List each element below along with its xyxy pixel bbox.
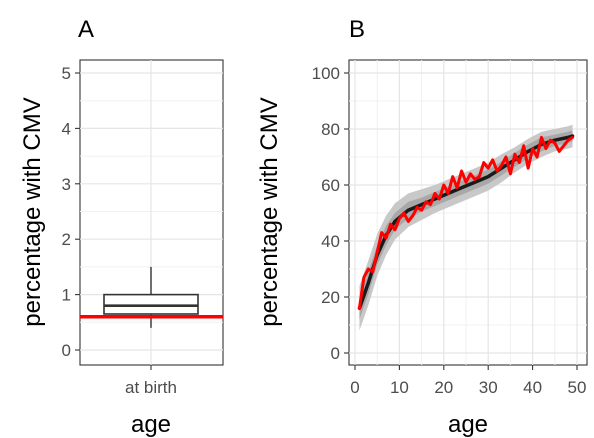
panel-b-x-tick-label: 0	[350, 378, 359, 397]
panel-a-boxplot	[80, 266, 223, 328]
observed-line	[357, 135, 575, 310]
panel-b-x-tick-label: 50	[568, 378, 587, 397]
panel-a-y-tick-label: 5	[62, 64, 71, 83]
panel-b-x-tick-label: 40	[523, 378, 542, 397]
panel-b-x-axis-title: age	[448, 411, 488, 438]
box-iqr	[103, 293, 199, 315]
panel-b-x-tick-label: 10	[390, 378, 409, 397]
panel-b-ticks: 0 20 40 60 80 100 0 10 20 30 40 50	[312, 64, 587, 397]
panel-a-x-axis-title: age	[131, 411, 171, 438]
panel-a-y-tick-label: 0	[62, 341, 71, 360]
panel-a-y-tick-label: 1	[62, 286, 71, 305]
panel-b-y-tick-label: 40	[321, 232, 340, 251]
panel-b-y-tick-label: 80	[321, 120, 340, 139]
panel-a-grid	[80, 60, 223, 365]
panel-a-ticks: 0 1 2 3 4 5 at birth	[62, 64, 177, 397]
panel-a-label: A	[78, 16, 94, 43]
panel-a: A 0 1 2 3 4 5 at birth age percentage with CMV	[19, 16, 224, 438]
panel-b-y-tick-label: 100	[312, 64, 340, 83]
panel-b-lines	[357, 134, 575, 310]
panel-a-y-axis-title: percentage with CMV	[19, 97, 46, 326]
panel-b-y-tick-label: 60	[321, 176, 340, 195]
panel-b: B 0 20 40 60 80 100 0 10 20 30 40 50 age percentage…	[256, 16, 588, 438]
panel-b-y-tick-label: 20	[321, 288, 340, 307]
panel-b-y-axis-title: percentage with CMV	[256, 97, 283, 326]
panel-a-x-tick-label: at birth	[125, 378, 177, 397]
panel-b-x-tick-label: 20	[434, 378, 453, 397]
panel-a-y-tick-label: 2	[62, 230, 71, 249]
panel-b-x-tick-label: 30	[479, 378, 498, 397]
panel-b-confidence-bands	[359, 124, 573, 331]
panel-b-label: B	[349, 16, 365, 43]
panel-a-y-tick-label: 4	[62, 119, 71, 138]
panel-a-y-tick-label: 3	[62, 175, 71, 194]
panel-b-y-tick-label: 0	[331, 344, 340, 363]
